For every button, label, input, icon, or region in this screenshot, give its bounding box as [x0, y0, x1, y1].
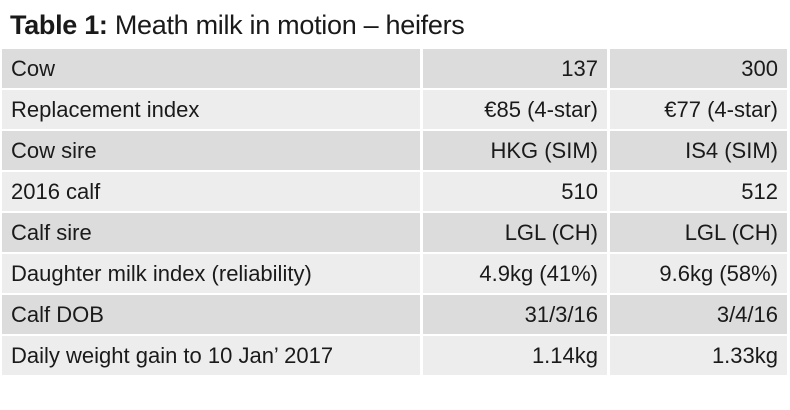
cell-value: 300 — [607, 49, 787, 90]
cell-value: 510 — [420, 171, 609, 213]
cell-value: 137 — [420, 49, 609, 90]
table-row: Cow sire HKG (SIM) IS4 (SIM) — [2, 130, 787, 172]
row-label: Calf DOB — [2, 294, 422, 336]
cell-value: IS4 (SIM) — [607, 130, 787, 172]
cell-value: 512 — [607, 171, 787, 213]
table-row: Cow 137 300 — [2, 49, 787, 90]
cell-value: 31/3/16 — [420, 294, 609, 336]
row-label: Cow — [2, 49, 422, 90]
row-label: Cow sire — [2, 130, 422, 172]
row-label: Daughter milk index (reliability) — [2, 253, 422, 295]
row-label: Daily weight gain to 10 Jan’ 2017 — [2, 335, 422, 377]
table-number: Table 1: — [10, 10, 108, 40]
cell-value: HKG (SIM) — [420, 130, 609, 172]
cell-value: €77 (4-star) — [607, 89, 787, 131]
row-label: Calf sire — [2, 212, 422, 254]
row-label: Replacement index — [2, 89, 422, 131]
table-row: Replacement index €85 (4-star) €77 (4-st… — [2, 89, 787, 131]
cell-value: €85 (4-star) — [420, 89, 609, 131]
table-title: Table 1: Meath milk in motion – heifers — [10, 8, 465, 42]
table-caption: Meath milk in motion – heifers — [107, 10, 465, 40]
table-row: Calf DOB 31/3/16 3/4/16 — [2, 294, 787, 336]
table-row: 2016 calf 510 512 — [2, 171, 787, 213]
cell-value: 1.33kg — [607, 335, 787, 377]
comparison-table: Cow 137 300 Replacement index €85 (4-sta… — [2, 49, 787, 377]
cell-value: 9.6kg (58%) — [607, 253, 787, 295]
table-row: Calf sire LGL (CH) LGL (CH) — [2, 212, 787, 254]
cell-value: LGL (CH) — [607, 212, 787, 254]
table-row: Daily weight gain to 10 Jan’ 2017 1.14kg… — [2, 335, 787, 377]
cell-value: 1.14kg — [420, 335, 609, 377]
cell-value: 4.9kg (41%) — [420, 253, 609, 295]
cell-value: LGL (CH) — [420, 212, 609, 254]
cell-value: 3/4/16 — [607, 294, 787, 336]
table-row: Daughter milk index (reliability) 4.9kg … — [2, 253, 787, 295]
row-label: 2016 calf — [2, 171, 422, 213]
